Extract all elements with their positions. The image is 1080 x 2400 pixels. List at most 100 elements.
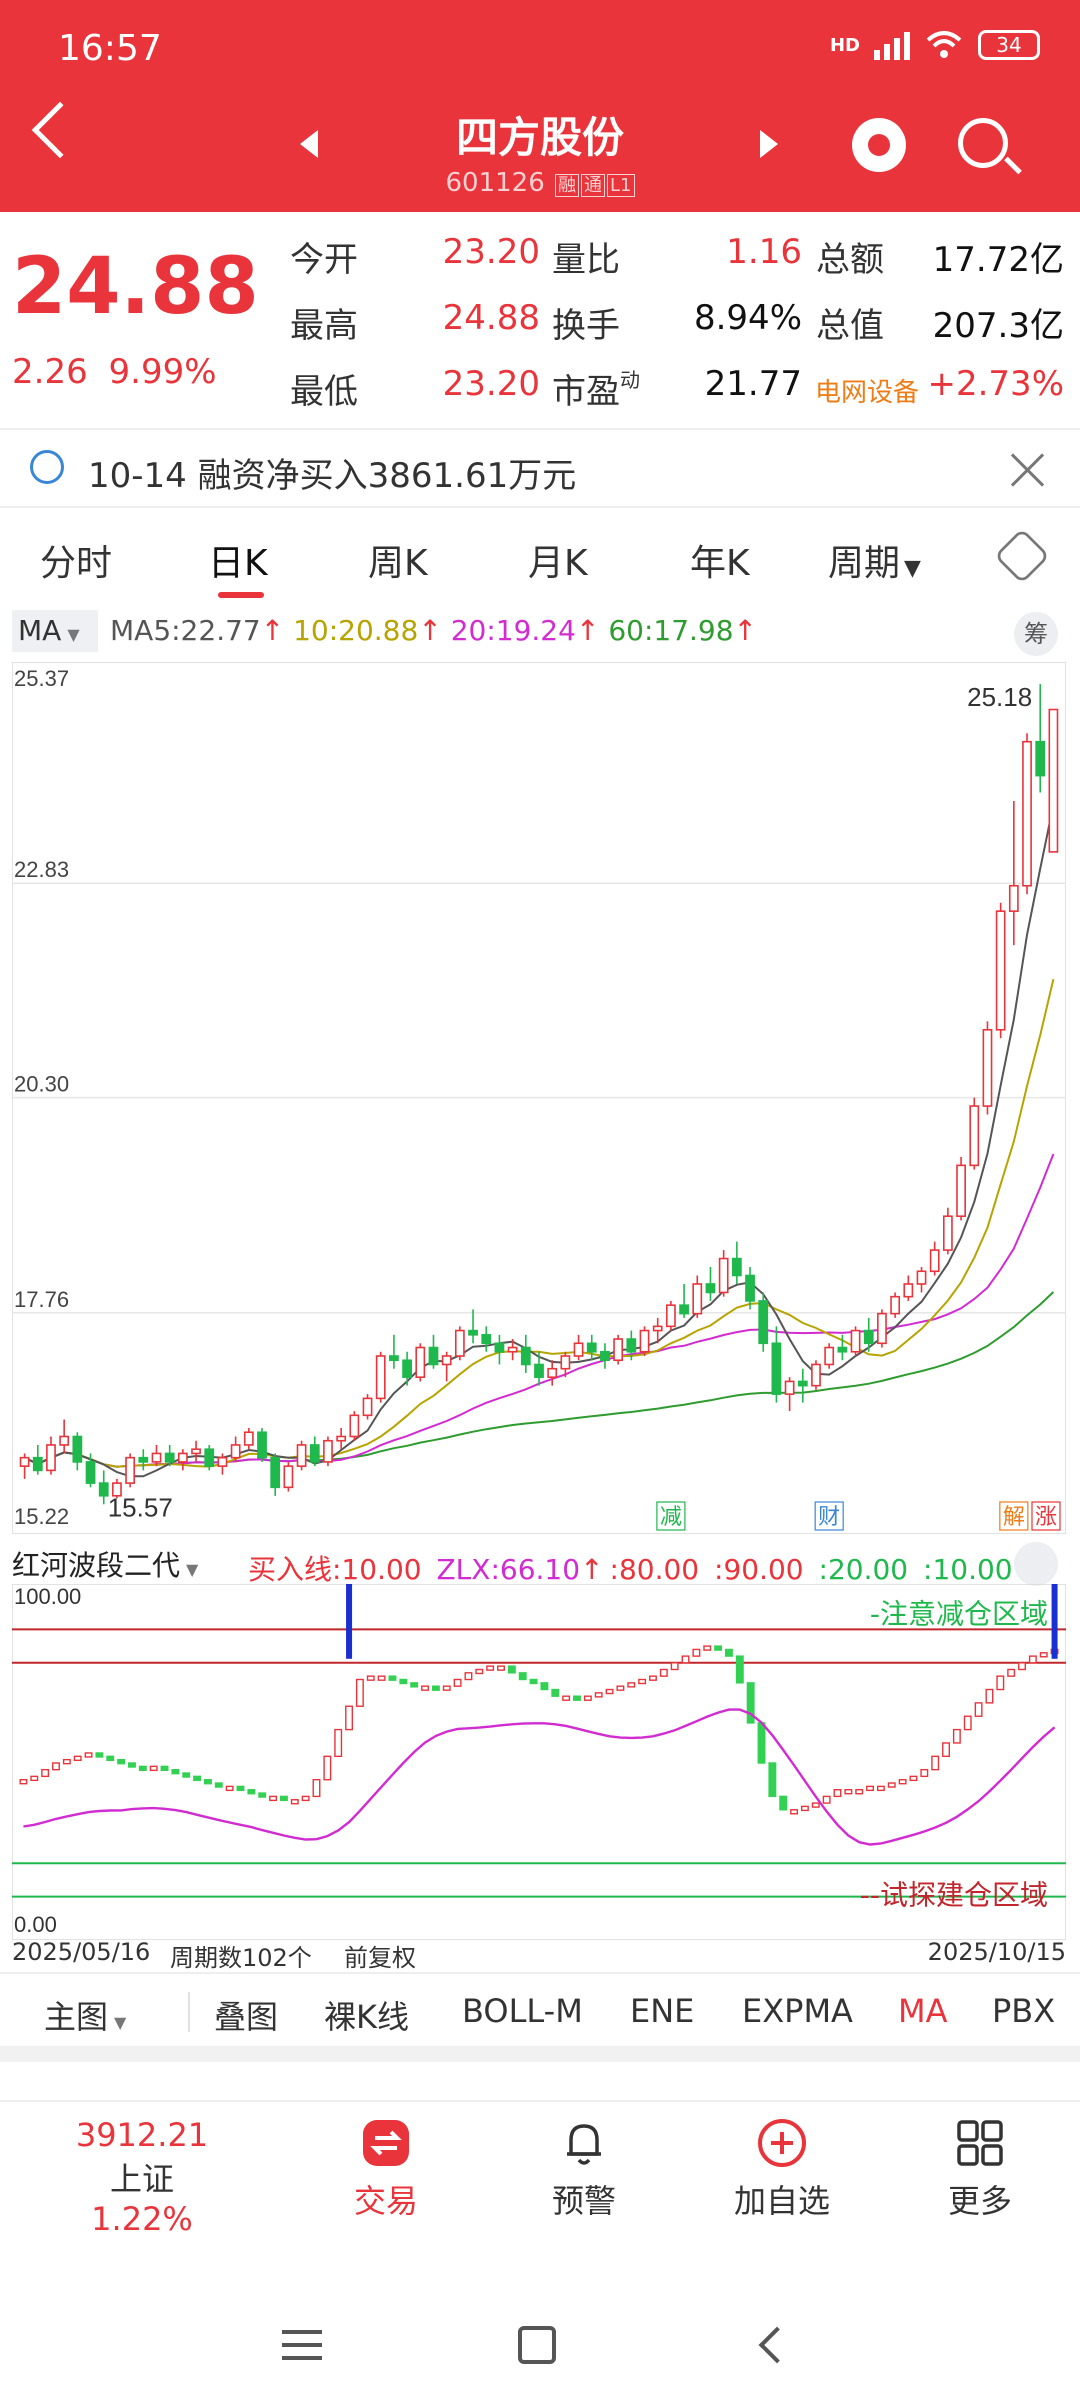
indicator-bar: [52, 1762, 60, 1771]
status-time: 16:57: [58, 28, 162, 69]
index-ticker[interactable]: 3912.21 上证 1.22%: [62, 2116, 222, 2238]
candle-body: [507, 1346, 518, 1353]
candle-body: [666, 1304, 676, 1328]
tab-naked-k[interactable]: 裸K线: [324, 1998, 409, 2036]
candle-body: [916, 1270, 927, 1285]
prev-stock-arrow[interactable]: [300, 130, 318, 158]
tab-daily-k[interactable]: 日K: [208, 543, 268, 584]
tab-expma[interactable]: EXPMA: [742, 1992, 853, 2030]
tab-pbx[interactable]: PBX: [992, 1992, 1056, 2030]
indicator-bar: [1039, 1652, 1048, 1658]
candle-body: [547, 1367, 558, 1378]
nav-alert[interactable]: 预警: [504, 2116, 664, 2222]
indicator-bar: [963, 1715, 972, 1731]
nav-alert-label: 预警: [551, 2182, 616, 2220]
tab-boll-m[interactable]: BOLL-M: [462, 1992, 583, 2030]
label-low: 最低: [290, 372, 358, 412]
menu-icon[interactable]: [282, 2330, 322, 2369]
label-high: 最高: [290, 306, 358, 346]
indicator-bar: [399, 1678, 408, 1685]
indicator-bar: [594, 1692, 603, 1698]
tab-ma[interactable]: MA: [898, 1992, 948, 2030]
tab-period-dropdown[interactable]: 周期 ▼: [828, 534, 921, 586]
back-icon[interactable]: [758, 2326, 796, 2364]
event-marker-box: [1031, 1501, 1061, 1531]
sector-link[interactable]: 电网设备: [815, 378, 920, 408]
indicator-bar: [149, 1765, 158, 1772]
candle-body: [679, 1304, 689, 1315]
indicator-bar: [160, 1765, 169, 1772]
candle-body: [46, 1444, 56, 1472]
ma10-line: [24, 978, 1055, 1468]
index-name: 上证: [109, 2160, 174, 2198]
mascot-icon[interactable]: [852, 118, 906, 172]
tab-main-chart[interactable]: 主图 ▼: [44, 1992, 126, 2038]
indicator-bar: [659, 1668, 668, 1677]
indicator-bar: [985, 1688, 994, 1704]
indicator-select[interactable]: 红河波段二代 ▼: [12, 1544, 198, 1584]
change-pct: 9.99%: [108, 352, 217, 392]
candle-body: [771, 1342, 782, 1395]
indicator-bar: [431, 1685, 440, 1691]
candle-body: [1048, 708, 1059, 853]
indicator-chart[interactable]: 100.00 0.00 -注意减仓区域 --试探建仓区域: [12, 1584, 1066, 1940]
candle-body: [217, 1456, 228, 1467]
candle-body: [1022, 740, 1032, 887]
arrow-up-icon: ↑: [418, 614, 442, 647]
tab-weekly-k[interactable]: 周K: [368, 543, 428, 584]
candle-body: [837, 1346, 848, 1353]
indicator-bar: [627, 1682, 636, 1688]
indicator-bar: [442, 1685, 451, 1691]
candle-body: [72, 1435, 83, 1463]
ma-values: MA5:22.77↑ 10:20.88↑ 20:19.24↑ 60:17.98↑: [110, 614, 757, 647]
tab-ene[interactable]: ENE: [630, 1992, 695, 2030]
candle-body: [428, 1346, 439, 1366]
candle-body: [731, 1257, 742, 1277]
indicator-bar: [128, 1762, 136, 1768]
notice-bar[interactable]: 10-14 融资净买入3861.61万元: [0, 428, 1080, 508]
close-icon[interactable]: [1010, 452, 1046, 488]
adjust-type[interactable]: 前复权: [344, 1944, 416, 1972]
system-nav-bar: [0, 2290, 1080, 2400]
tab-monthly-k[interactable]: 月K: [528, 543, 588, 584]
indicator-bar: [649, 1675, 657, 1681]
tab-overlay[interactable]: 叠图: [214, 1998, 279, 2036]
index-value: 3912.21: [75, 2116, 209, 2154]
candle-body: [98, 1482, 109, 1497]
nav-add-watch[interactable]: 加自选: [702, 2116, 862, 2222]
indicator-bar: [996, 1675, 1005, 1691]
tab-intraday[interactable]: 分时: [40, 543, 113, 584]
next-stock-arrow[interactable]: [760, 130, 778, 158]
candle-body: [784, 1380, 795, 1395]
settings-hex-icon[interactable]: [993, 527, 1051, 585]
expand-icon[interactable]: [1014, 1542, 1058, 1586]
event-marker-box: [814, 1501, 844, 1531]
home-icon[interactable]: [518, 2326, 556, 2364]
indicator-bar: [638, 1678, 647, 1685]
ma-select[interactable]: MA ▼: [12, 610, 98, 652]
value-volume-ratio: 1.16: [726, 232, 802, 272]
indicator-tabs: 主图 ▼ 叠图 裸K线 BOLL-M ENE EXPMA MA PBX: [0, 1972, 1080, 2046]
sector-change: +2.73%: [927, 364, 1065, 404]
candle-body: [626, 1338, 637, 1353]
kline-chart[interactable]: 25.37 22.83 20.30 17.76 15.22 25.18 15.57 减 财 解涨: [12, 662, 1066, 1534]
candle-body: [1008, 884, 1019, 912]
candle-body: [903, 1283, 914, 1298]
y-tick-label: 25.37: [14, 666, 69, 691]
arrow-up-icon: ↑: [580, 1553, 604, 1586]
nav-more[interactable]: 更多: [900, 2116, 1060, 2222]
start-date: 2025/05/16: [12, 1938, 151, 1966]
candle-body: [718, 1257, 729, 1294]
tab-yearly-k[interactable]: 年K: [690, 543, 750, 584]
candle-body: [85, 1461, 96, 1484]
indicator-bar: [670, 1662, 679, 1671]
candle-body: [164, 1452, 175, 1463]
search-icon[interactable]: [958, 118, 1008, 168]
chip-distribution-button[interactable]: 筹: [1014, 612, 1058, 656]
candle-body: [112, 1482, 122, 1497]
ma-select-label: MA: [18, 614, 62, 647]
nav-trade[interactable]: 交易: [306, 2116, 466, 2222]
indicator-params: 买入线:10.00 ZLX:66.10↑:80.00 :90.00 :20.00…: [248, 1548, 1013, 1588]
candle-body: [956, 1164, 966, 1217]
indicator-bar: [453, 1678, 462, 1687]
